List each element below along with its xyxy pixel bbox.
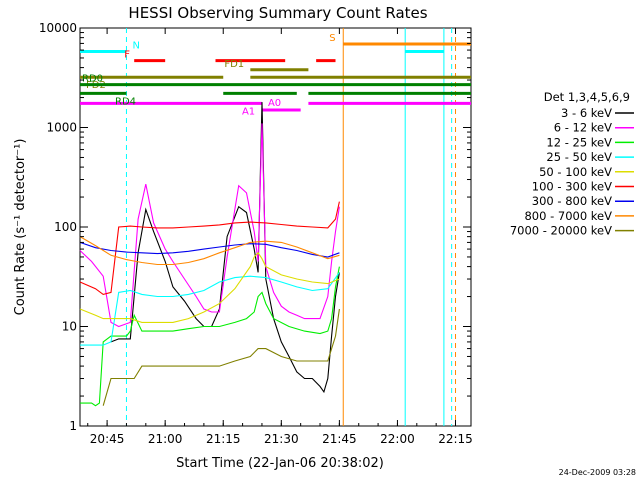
state-bar-label-f: F xyxy=(124,50,130,61)
state-bar-label-n: N xyxy=(132,41,139,52)
x-tick-label-1: 21:00 xyxy=(148,432,183,446)
state-bar-label-s: S xyxy=(329,33,335,44)
series-line-7 xyxy=(79,236,340,266)
legend-label-4: 50 - 100 keV xyxy=(539,165,612,179)
series-line-8 xyxy=(102,308,340,406)
series-line-2 xyxy=(80,266,340,407)
y-ticks: 1 10 100 1000 10000 xyxy=(39,21,471,433)
legend-label-0: 3 - 6 keV xyxy=(561,106,612,120)
y-tick-label-3: 1000 xyxy=(46,121,77,135)
state-bar-label-fd1: FD1 xyxy=(224,59,244,70)
state-bar-label-a0: A0 xyxy=(268,98,281,109)
x-tick-label-0: 20:45 xyxy=(90,432,125,446)
legend-label-8: 7000 - 20000 keV xyxy=(510,224,612,238)
x-tick-label-4: 21:45 xyxy=(322,432,357,446)
x-axis-label: Start Time (22-Jan-06 20:38:02) xyxy=(176,456,384,471)
y-tick-label-4: 10000 xyxy=(39,21,77,35)
series-line-0 xyxy=(110,102,340,394)
series-line-4 xyxy=(79,251,340,323)
x-tick-label-3: 21:30 xyxy=(264,432,299,446)
legend-label-1: 6 - 12 keV xyxy=(554,121,612,135)
y-tick-label-2: 100 xyxy=(54,220,77,234)
y-tick-label-0: 1 xyxy=(69,419,77,433)
legend-label-7: 800 - 7000 keV xyxy=(524,209,612,223)
state-bar-label-a1: A1 xyxy=(242,106,255,117)
legend-label-3: 25 - 50 keV xyxy=(546,150,612,164)
x-tick-label-2: 21:15 xyxy=(206,432,241,446)
plot-area: A0A1NFSFD1FD2RD0RD4 20:4521:0021:1521:30… xyxy=(39,21,473,446)
legend-label-2: 12 - 25 keV xyxy=(546,135,612,149)
series-line-6 xyxy=(79,241,340,258)
y-tick-label-1: 10 xyxy=(62,320,77,334)
y-axis-label: Count Rate (s⁻¹ detector⁻¹) xyxy=(13,139,28,316)
series-line-1 xyxy=(79,123,340,328)
footer-date: 24-Dec-2009 03:28 xyxy=(559,468,636,477)
x-tick-label-6: 22:15 xyxy=(438,432,473,446)
state-bar-label-rd4: RD4 xyxy=(115,96,136,107)
legend-label-6: 300 - 800 keV xyxy=(532,194,612,208)
state-bar-label-rd0: RD0 xyxy=(82,74,103,85)
data-series xyxy=(79,102,340,407)
legend-title: Det 1,3,4,5,6,9 xyxy=(544,90,630,104)
chart-title: HESSI Observing Summary Count Rates xyxy=(128,4,427,22)
legend-label-5: 100 - 300 keV xyxy=(532,180,612,194)
state-bars: A0A1NFSFD1FD2RD0RD4 xyxy=(80,33,471,117)
series-line-5 xyxy=(79,201,340,295)
x-ticks: 20:45 21:00 21:15 21:30 21:45 22:00 22:15 xyxy=(87,28,473,446)
series-line-3 xyxy=(80,272,340,346)
x-tick-label-5: 22:00 xyxy=(380,432,415,446)
